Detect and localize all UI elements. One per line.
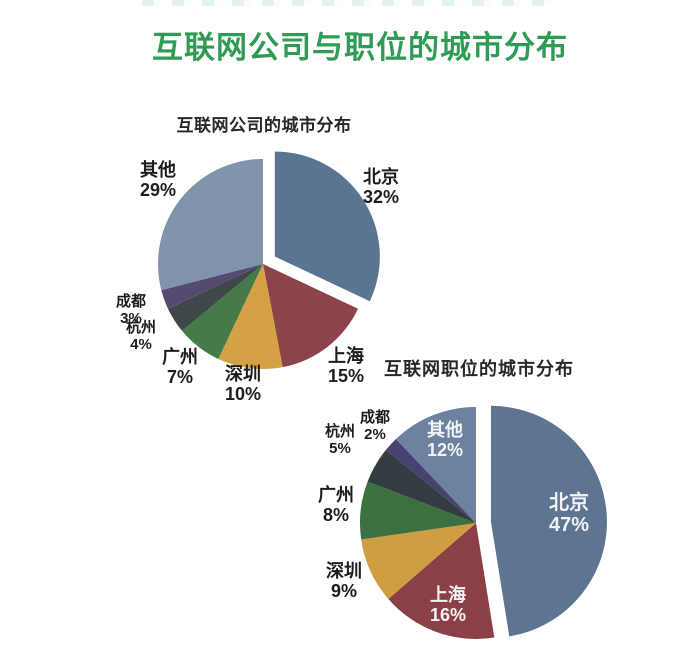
pie-slice-深圳 <box>361 523 476 599</box>
pie-slice-广州 <box>182 264 263 360</box>
label-qita-jobs: 其他 12% <box>427 420 463 460</box>
label-chengdu-companies: 成都 3% <box>115 293 147 328</box>
label-hangzhou-companies: 杭州 4% <box>125 319 157 354</box>
label-guangzhou-jobs-name: 广州 <box>318 485 354 505</box>
chart-companies-title: 互联网公司的城市分布 <box>176 116 352 135</box>
label-shanghai-jobs-name: 上海 <box>430 585 466 605</box>
label-beijing-companies: 北京 32% <box>363 167 399 207</box>
label-shenzhen-jobs-pct: 9% <box>330 581 357 602</box>
label-guangzhou-companies-name: 广州 <box>162 347 198 367</box>
label-chengdu-jobs-name: 成都 <box>359 409 391 426</box>
label-shenzhen-companies-name: 深圳 <box>225 364 261 384</box>
label-hangzhou-jobs: 杭州 5% <box>324 423 356 458</box>
label-shanghai-jobs: 上海 16% <box>430 585 466 625</box>
label-qita-companies-name: 其他 <box>140 160 176 180</box>
label-beijing-companies-pct: 32% <box>362 187 400 208</box>
cropped-text-remnant <box>142 0 560 6</box>
pie-slice-深圳 <box>218 264 283 369</box>
chart-jobs-title: 互联网职位的城市分布 <box>384 359 574 379</box>
label-hangzhou-companies-pct: 4% <box>130 335 152 353</box>
page-title: 互联网公司与职位的城市分布 <box>152 30 568 65</box>
pie-slice-成都 <box>161 264 263 309</box>
label-guangzhou-jobs: 广州 8% <box>318 485 354 525</box>
pie-slice-杭州 <box>167 264 263 331</box>
label-shenzhen-jobs-name: 深圳 <box>326 561 362 581</box>
pie-slice-成都 <box>385 439 476 523</box>
pie-slice-其他 <box>158 159 263 291</box>
label-guangzhou-companies: 广州 7% <box>162 347 198 387</box>
label-shenzhen-companies-pct: 10% <box>224 384 262 405</box>
label-beijing-jobs-name: 北京 <box>549 492 589 514</box>
label-guangzhou-jobs-pct: 8% <box>322 505 349 526</box>
pie-slice-北京 <box>490 405 607 637</box>
label-qita-jobs-name: 其他 <box>427 420 463 440</box>
pie-slice-杭州 <box>367 449 476 523</box>
label-shanghai-companies-pct: 15% <box>327 366 365 387</box>
label-shanghai-jobs-pct: 16% <box>429 605 467 626</box>
label-beijing-companies-name: 北京 <box>363 167 399 187</box>
label-hangzhou-jobs-name: 杭州 <box>324 423 356 440</box>
label-hangzhou-companies-name: 杭州 <box>125 319 157 336</box>
label-chengdu-companies-pct: 3% <box>120 309 142 327</box>
label-qita-companies: 其他 29% <box>140 160 176 200</box>
pie-slice-其他 <box>395 407 476 523</box>
pie-slice-北京 <box>274 151 380 302</box>
label-chengdu-jobs: 成都 2% <box>359 409 391 444</box>
label-beijing-jobs-pct: 47% <box>548 514 590 537</box>
pie-jobs-chart <box>360 405 607 639</box>
label-shanghai-companies: 上海 15% <box>328 346 364 386</box>
label-guangzhou-companies-pct: 7% <box>166 367 193 388</box>
label-shanghai-companies-name: 上海 <box>328 346 364 366</box>
pie-companies-chart <box>158 151 380 369</box>
label-shenzhen-jobs: 深圳 9% <box>326 561 362 601</box>
label-chengdu-jobs-pct: 2% <box>364 425 386 443</box>
pie-slice-上海 <box>388 523 495 639</box>
label-qita-jobs-pct: 12% <box>426 440 464 461</box>
label-shenzhen-companies: 深圳 10% <box>225 364 261 404</box>
pie-slice-广州 <box>360 481 476 540</box>
label-chengdu-companies-name: 成都 <box>115 293 147 310</box>
label-hangzhou-jobs-pct: 5% <box>329 439 351 457</box>
label-qita-companies-pct: 29% <box>139 180 177 201</box>
label-beijing-jobs: 北京 47% <box>549 492 589 537</box>
pie-slice-上海 <box>263 264 359 368</box>
